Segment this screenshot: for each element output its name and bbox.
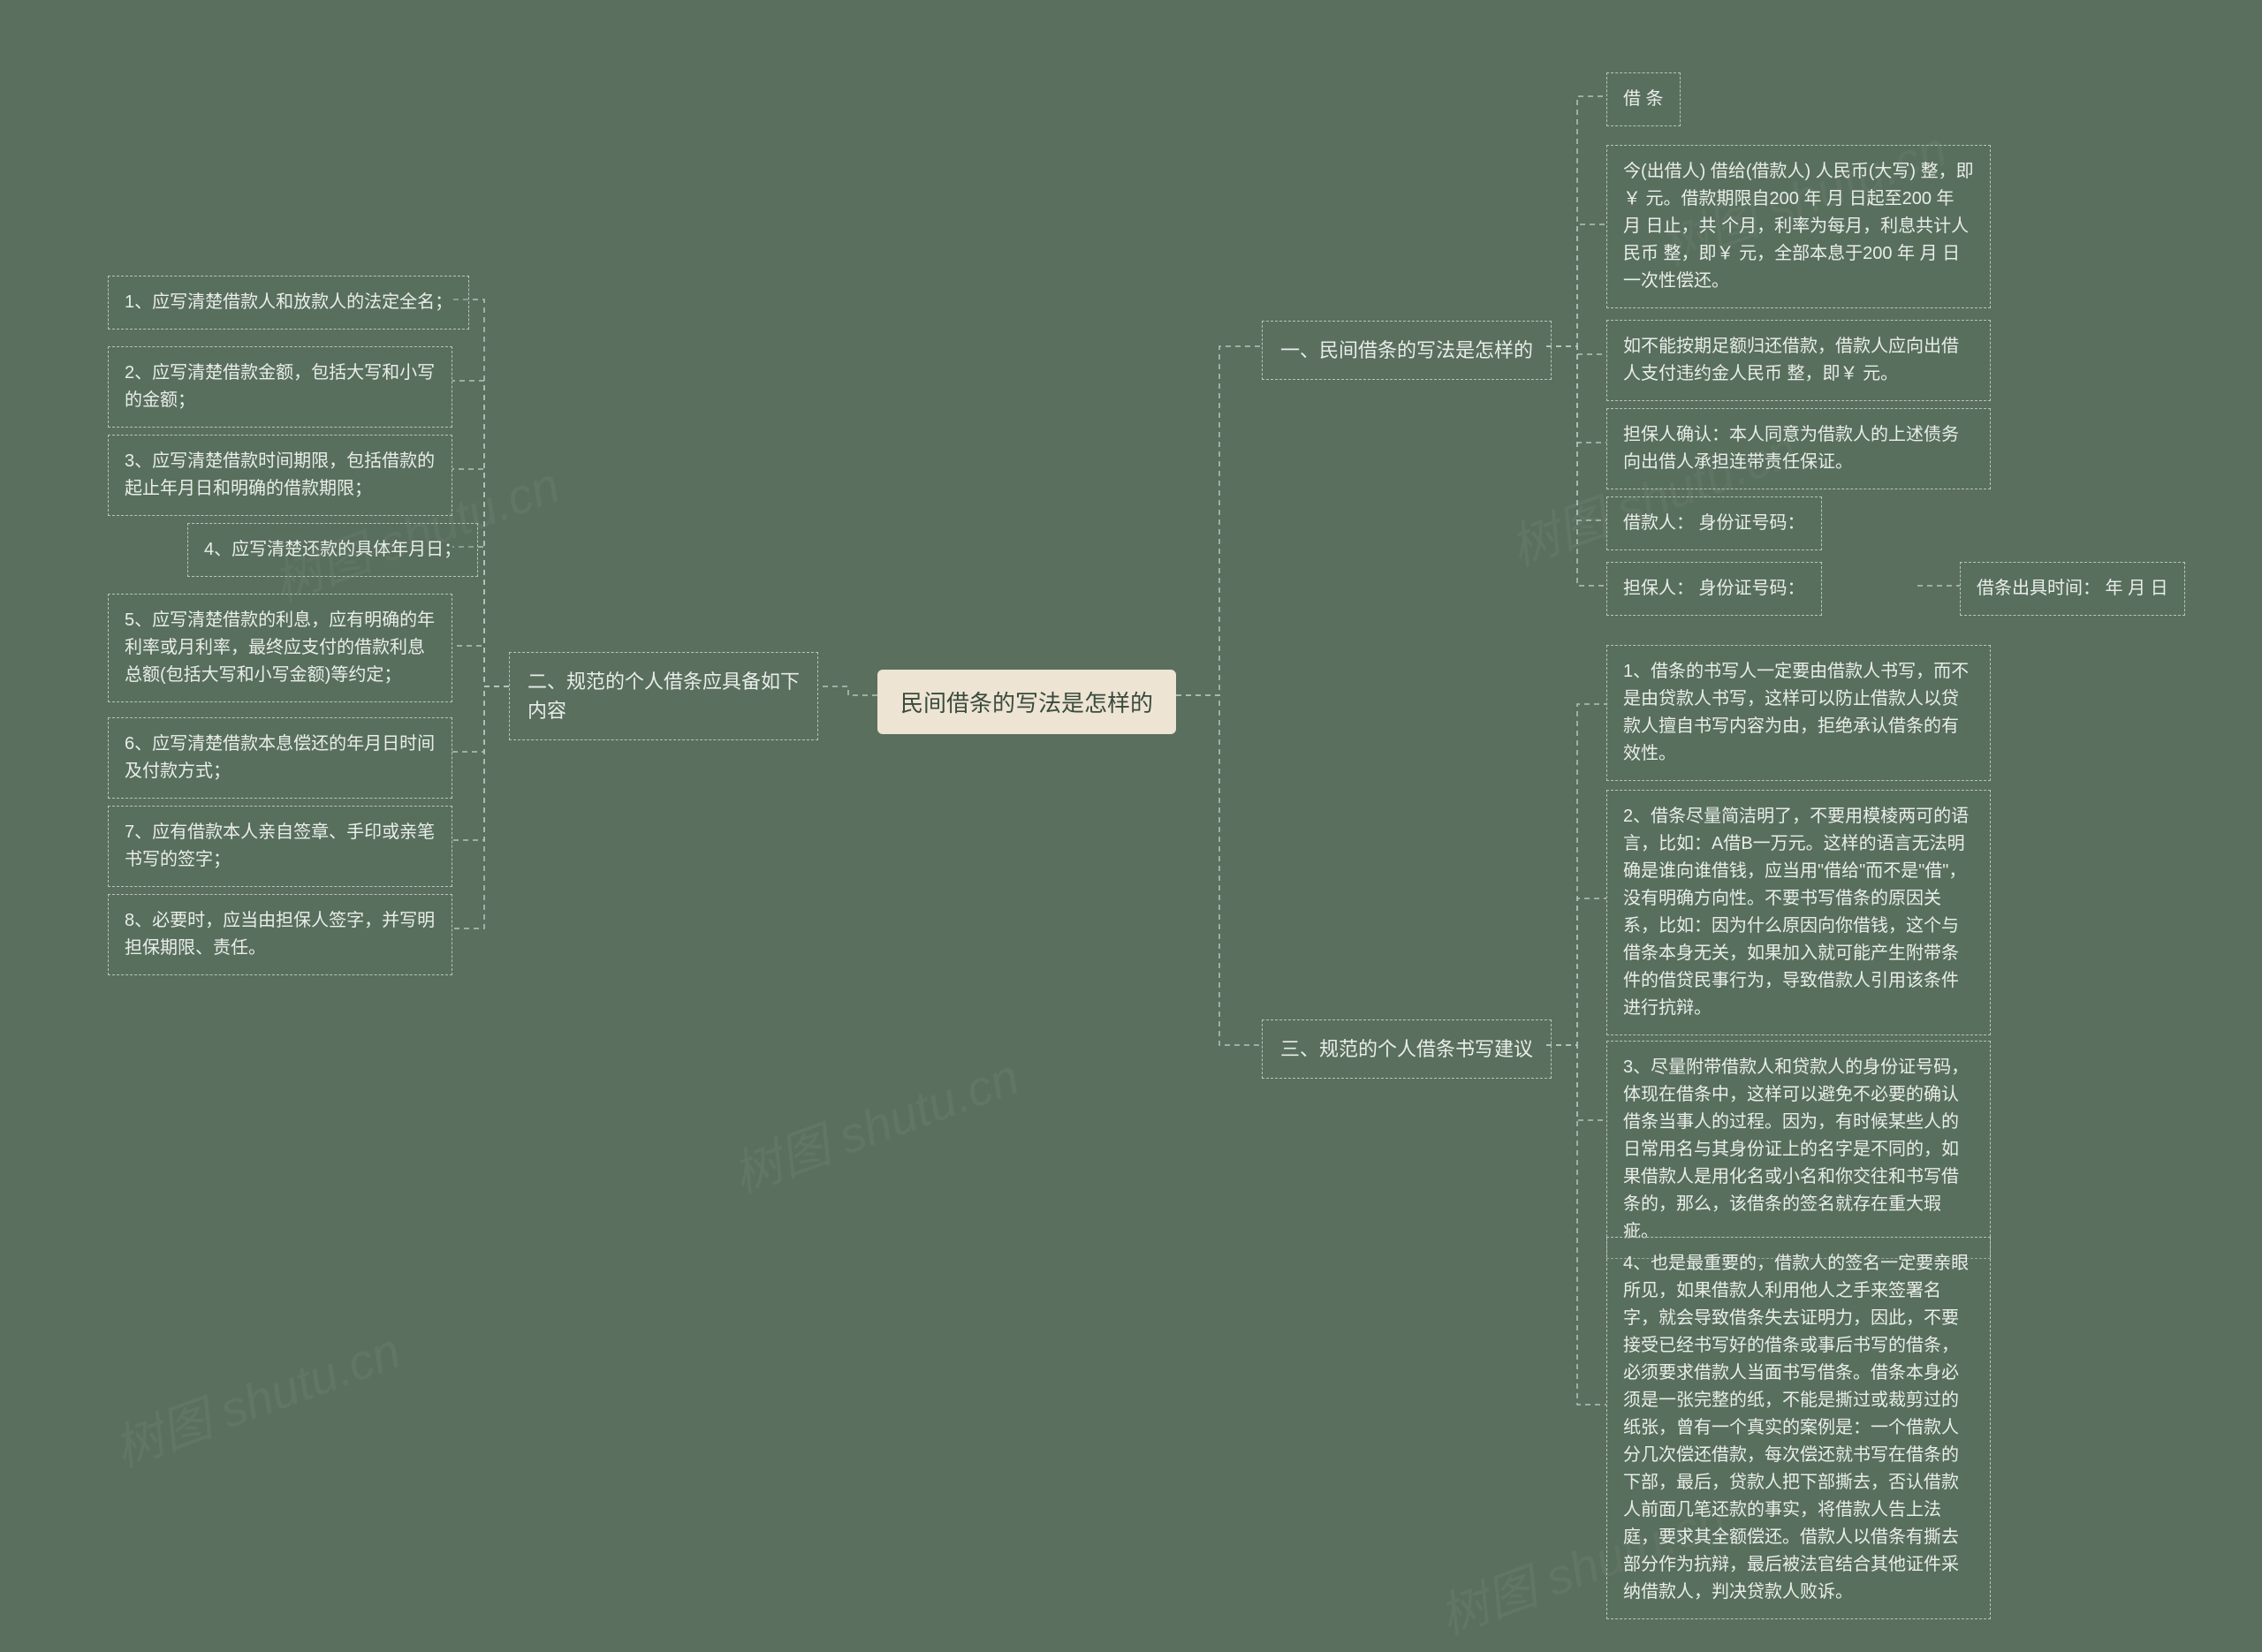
watermark: 树图 shutu.cn	[721, 1037, 1028, 1207]
leaf-b2-6: 6、应写清楚借款本息偿还的年月日时间及付款方式；	[108, 717, 452, 799]
leaf-b2-4: 4、应写清楚还款的具体年月日；	[187, 523, 478, 577]
branch-node-3: 三、规范的个人借条书写建议	[1262, 1019, 1552, 1079]
leaf-b1-6: 担保人： 身份证号码：	[1606, 562, 1822, 616]
leaf-b3-2: 2、借条尽量简洁明了，不要用模棱两可的语言，比如：A借B一万元。这样的语言无法明…	[1606, 790, 1991, 1035]
leaf-b3-1: 1、借条的书写人一定要由借款人书写，而不是由贷款人书写，这样可以防止借款人以贷款…	[1606, 645, 1991, 781]
leaf-b2-2: 2、应写清楚借款金额，包括大写和小写的金额；	[108, 346, 452, 428]
leaf-b1-4: 担保人确认：本人同意为借款人的上述债务向出借人承担连带责任保证。	[1606, 408, 1991, 489]
leaf-b2-5: 5、应写清楚借款的利息，应有明确的年利率或月利率，最终应支付的借款利息总额(包括…	[108, 594, 452, 702]
leaf-b2-3: 3、应写清楚借款时间期限，包括借款的起止年月日和明确的借款期限；	[108, 435, 452, 516]
leaf-b2-8: 8、必要时，应当由担保人签字，并写明担保期限、责任。	[108, 894, 452, 975]
branch-node-1: 一、民间借条的写法是怎样的	[1262, 321, 1552, 380]
branch-node-2: 二、规范的个人借条应具备如下内容	[509, 652, 818, 740]
leaf-b1-2: 今(出借人) 借给(借款人) 人民币(大写) 整，即￥ 元。借款期限自200 年…	[1606, 145, 1991, 308]
leaf-b3-3: 3、尽量附带借款人和贷款人的身份证号码，体现在借条中，这样可以避免不必要的确认借…	[1606, 1041, 1991, 1259]
leaf-b3-4: 4、也是最重要的，借款人的签名一定要亲眼所见，如果借款人利用他人之手来签署名字，…	[1606, 1237, 1991, 1619]
watermark: 树图 shutu.cn	[102, 1311, 409, 1481]
leaf-b1-1: 借 条	[1606, 72, 1681, 126]
root-node: 民间借条的写法是怎样的	[877, 670, 1176, 734]
leaf-b1-3: 如不能按期足额归还借款，借款人应向出借人支付违约金人民币 整，即￥ 元。	[1606, 320, 1991, 401]
leaf-b1-5: 借款人： 身份证号码：	[1606, 496, 1822, 550]
leaf-b2-7: 7、应有借款本人亲自签章、手印或亲笔书写的签字；	[108, 806, 452, 887]
leaf-b1-6a: 借条出具时间： 年 月 日	[1960, 562, 2185, 616]
leaf-b2-1: 1、应写清楚借款人和放款人的法定全名；	[108, 276, 469, 330]
